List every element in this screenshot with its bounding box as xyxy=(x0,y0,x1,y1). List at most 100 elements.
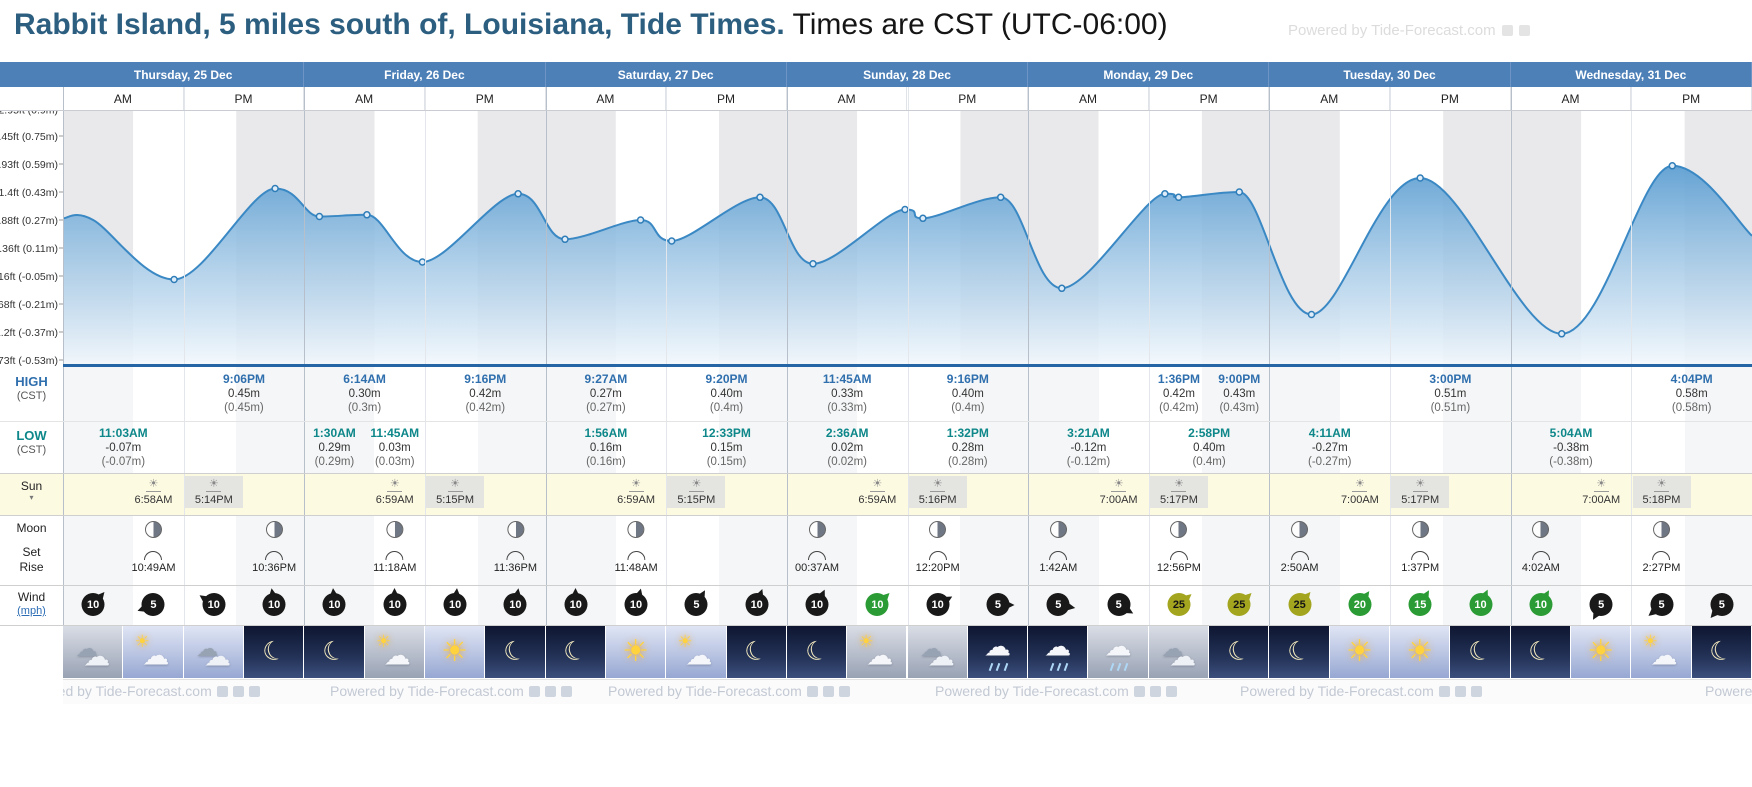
pm-label: PM xyxy=(666,87,787,110)
tide-height: 0.42m xyxy=(469,387,502,400)
tide-height: 0.58m xyxy=(1675,387,1708,400)
wind-speed: 20 xyxy=(1353,598,1367,611)
horizon-line xyxy=(447,491,463,493)
rain-icon: ☁ xyxy=(968,626,1027,678)
tide-chart: 2.95ft (0.9m) 2.45ft (0.75m) 1.93ft (0.59m… xyxy=(0,110,1752,367)
tide-height: 0.02m xyxy=(831,441,864,454)
sun-glyph: ☀ xyxy=(375,631,392,651)
axis-label: -0.16ft (-0.05m) xyxy=(0,271,58,283)
moon-time: 12:56PM xyxy=(1156,562,1201,574)
weather-tile: ☁ ☁ xyxy=(907,626,967,678)
day-header-row: Thursday, 25 Dec Friday, 26 Dec Saturday, … xyxy=(0,62,1752,87)
wind-direction-arrow xyxy=(634,583,646,597)
wind-direction-arrow xyxy=(390,584,399,596)
sunrise: ☀ 7:00AM xyxy=(1331,476,1389,508)
wind-badge: 25 xyxy=(1227,586,1257,616)
tide-height: -0.07m xyxy=(105,441,142,454)
moon-event: 00:37AM xyxy=(795,521,839,574)
low-label: LOW xyxy=(16,428,47,443)
tide-point-dot xyxy=(1174,193,1183,202)
weather-tile: ☀ xyxy=(1390,626,1450,678)
tide-height: 0.03m xyxy=(378,441,411,454)
moon-time: 4:02AM xyxy=(1521,562,1560,574)
sunrise-time: 7:00AM xyxy=(1099,494,1138,507)
pm-label: PM xyxy=(1149,87,1270,110)
tide-height: 0.28m xyxy=(951,441,984,454)
footer-mask xyxy=(0,679,63,704)
cloud-icon: ☁ ☁ xyxy=(908,626,967,678)
tide-point-dot xyxy=(919,214,927,223)
weather-tile: ☾ xyxy=(1209,626,1269,678)
tide-height-alt: (-0.38m) xyxy=(1549,455,1593,468)
tide-time: 5:04AM xyxy=(1549,426,1593,440)
wind-speed: 5 xyxy=(1115,598,1122,611)
tide-height-alt: (0.16m) xyxy=(586,455,626,468)
tide-time: 12:33PM xyxy=(702,426,751,440)
cloud-glyph: ☁ xyxy=(1104,631,1132,662)
weather-tile: ☁ xyxy=(1028,626,1088,678)
tide-height: 0.16m xyxy=(589,441,622,454)
rain-icon: ☁ xyxy=(1028,626,1087,678)
tide-point-dot xyxy=(901,205,909,214)
low-tide-entry: 2:58PM 0.40m (0.4m) xyxy=(1188,426,1230,469)
pm-label: PM xyxy=(907,87,1029,110)
moon-glyph: ☾ xyxy=(801,633,832,669)
tide-height-alt: (0.3m) xyxy=(347,401,382,414)
wind-speed: 10 xyxy=(388,598,401,611)
moon-phase-icon xyxy=(1291,521,1309,538)
watermark-icon xyxy=(1518,25,1530,36)
sunrise-time: 6:59AM xyxy=(858,494,897,507)
weather-tile: ☁ xyxy=(1088,626,1148,678)
tide-point-dot xyxy=(363,211,371,219)
sun-label: Sun xyxy=(20,479,43,493)
tide-time: 9:20PM xyxy=(705,372,748,386)
sunrise: ☀ 7:00AM xyxy=(1572,476,1630,508)
wind-badge: 10 xyxy=(865,586,896,616)
axis-label: -0.68ft (-0.21m) xyxy=(0,299,58,311)
cloud-glyph: ☁ xyxy=(1161,636,1184,662)
moon-phase-icon xyxy=(1170,521,1188,538)
am-label: AM xyxy=(1511,87,1632,110)
tide-height: 0.40m xyxy=(951,387,984,400)
tide-height: 0.45m xyxy=(227,387,260,400)
sunrise: ☀ 7:00AM xyxy=(1090,476,1148,508)
sun-row-label[interactable]: Sun ▾ xyxy=(0,479,63,502)
watermark-icon xyxy=(1438,685,1450,697)
moon-event: 4:02AM xyxy=(1522,521,1560,574)
mph-unit-link[interactable]: (mph) xyxy=(17,605,46,617)
wind-badge: 10 xyxy=(383,587,407,616)
low-tide-entry: 3:21AM -0.12m (-0.12m) xyxy=(1067,426,1110,469)
horizon-line xyxy=(930,491,946,493)
wind-badge: 10 xyxy=(926,590,958,616)
wind-badge: 10 xyxy=(503,583,527,616)
wind-badge: 5 xyxy=(1587,593,1613,625)
moon-time: 00:37AM xyxy=(795,562,840,574)
moon-phase-icon xyxy=(1049,521,1067,538)
sunset-icon: ☀ xyxy=(691,478,702,490)
low-tide-entry: 4:11AM -0.27m (-0.27m) xyxy=(1308,426,1351,469)
tide-point-dot xyxy=(1235,188,1244,196)
high-tide-entry: 9:00PM 0.43m (0.43m) xyxy=(1218,372,1260,415)
cloud-glyph: ☁ xyxy=(142,640,170,671)
chevron-down-icon: ▾ xyxy=(29,493,34,502)
moon-phase-icon xyxy=(506,521,524,538)
watermark-icon xyxy=(1501,25,1513,36)
moon-event: 2:50AM xyxy=(1281,521,1319,574)
moon-phase-icon xyxy=(265,521,283,538)
weather-tile: ☀ ☁ xyxy=(364,626,424,678)
wind-direction-arrow xyxy=(1587,610,1601,625)
timezone-note: Times are CST (UTC-06:00) xyxy=(784,8,1168,41)
tide-time: 6:14AM xyxy=(343,372,386,386)
low-row-label: LOW (CST) xyxy=(0,428,63,456)
high-tide-entry: 3:00PM 0.51m (0.51m) xyxy=(1429,372,1471,415)
sunrise-icon: ☀ xyxy=(148,478,159,490)
watermark-text: Powered by Tide-Forecast.com xyxy=(608,683,802,699)
axis-label: 1.4ft (0.43m) xyxy=(0,187,58,199)
weather-tile: ☾ xyxy=(786,626,847,678)
sunset: ☀ 5:15PM xyxy=(667,476,726,509)
tide-point-dot xyxy=(996,193,1005,202)
moon-setrise-arc-icon xyxy=(1531,551,1550,560)
wind-label: Wind xyxy=(17,590,46,604)
wind-direction-arrow xyxy=(1480,583,1494,599)
wind-direction-arrow xyxy=(1066,602,1080,613)
